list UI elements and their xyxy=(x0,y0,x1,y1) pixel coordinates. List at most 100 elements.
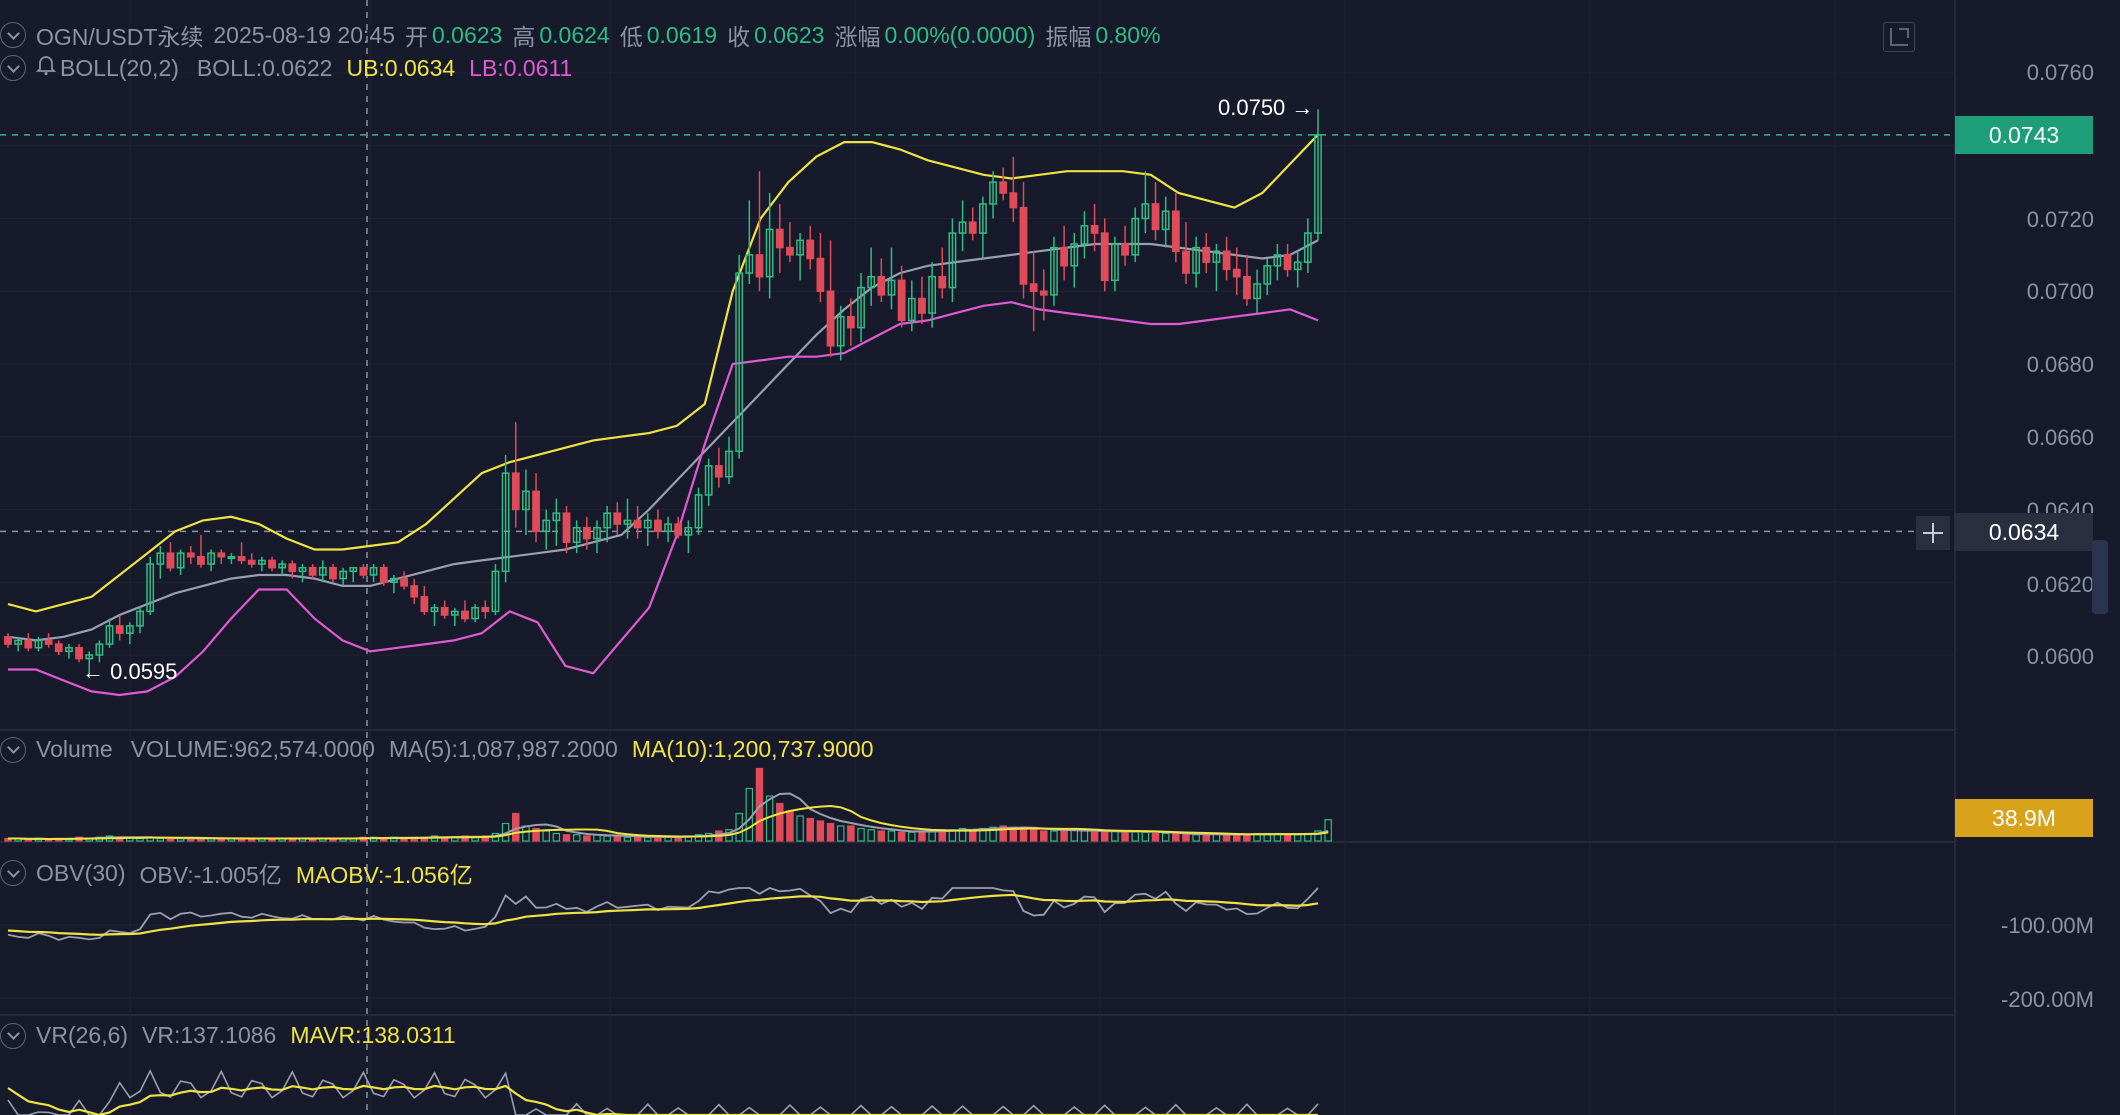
candle-body xyxy=(938,275,947,289)
candle-body xyxy=(166,552,175,569)
candle-body xyxy=(714,465,723,478)
boll-lb: LB:0.0611 xyxy=(469,54,573,81)
candle-body xyxy=(999,181,1008,194)
obv-maobv: MAOBV:-1.056亿 xyxy=(295,862,473,888)
crosshair-price-tag: 0.0634 xyxy=(1955,513,2093,551)
close-value: 0.0623 xyxy=(754,21,825,48)
volume-bar xyxy=(512,812,520,842)
candle-body xyxy=(369,566,378,576)
obv-value: OBV:-1.005亿 xyxy=(139,862,282,888)
candle-body xyxy=(958,221,967,234)
candle-body xyxy=(85,654,94,660)
volume-value: VOLUME:962,574.0000 xyxy=(130,736,375,762)
candle-body xyxy=(897,279,906,322)
volume-bar xyxy=(836,825,845,842)
volume-bar xyxy=(897,831,906,842)
candle-body xyxy=(115,625,124,634)
volume-header: Volume VOLUME:962,574.0000 MA(5):1,087,9… xyxy=(0,736,884,763)
volume-bar xyxy=(958,827,967,842)
crosshair-plus-icon[interactable] xyxy=(1916,516,1950,550)
volume-bar xyxy=(572,834,581,842)
candle-body xyxy=(867,275,876,289)
candle-body xyxy=(1232,268,1241,278)
volume-bar xyxy=(1222,834,1231,842)
candle-body xyxy=(1090,225,1099,234)
volume-bar xyxy=(633,836,642,842)
candle-body xyxy=(643,519,652,529)
candle-body xyxy=(176,552,185,569)
volume-bar xyxy=(816,820,825,842)
open-label: 开 xyxy=(405,24,428,50)
candle-body xyxy=(146,563,155,613)
candle-body xyxy=(136,610,144,627)
volume-bar xyxy=(1029,829,1038,842)
candle-body xyxy=(156,552,165,565)
candle-body xyxy=(4,636,12,645)
obv-line xyxy=(7,887,1319,941)
candle-body xyxy=(989,181,997,205)
collapse-chevron-icon[interactable] xyxy=(0,860,26,886)
candle-body xyxy=(1080,225,1089,245)
vr-header: VR(26,6) VR:137.1086 MAVR:138.0311 xyxy=(0,1022,466,1049)
candle-body xyxy=(125,625,134,634)
collapse-chevron-icon[interactable] xyxy=(0,1022,26,1049)
candle-body xyxy=(684,526,693,536)
ohlc-header: OGN/USDT永续 2025-08-19 20:45 开 0.0623 高 0.0… xyxy=(0,18,1171,52)
volume-bar xyxy=(552,832,561,842)
volume-bar xyxy=(1151,832,1160,842)
candle-body xyxy=(725,450,733,478)
volume-bar xyxy=(908,831,916,842)
boll-lower-line xyxy=(8,301,1319,697)
candle-body xyxy=(268,559,276,569)
collapse-chevron-icon[interactable] xyxy=(0,736,26,763)
candle-body xyxy=(440,606,449,616)
candle-body xyxy=(928,275,937,314)
volume-bar xyxy=(1050,830,1058,842)
candle-body xyxy=(471,606,480,620)
candle-body xyxy=(1029,283,1038,293)
candle-body xyxy=(836,315,845,347)
candle-body xyxy=(552,512,561,522)
candle-body xyxy=(1131,217,1140,256)
collapse-chevron-icon[interactable] xyxy=(0,55,26,81)
candle-body xyxy=(44,639,53,645)
candle-body xyxy=(1171,210,1180,252)
low-label: 低 xyxy=(619,24,643,50)
volume-bar xyxy=(156,837,165,842)
volume-ma5-line xyxy=(8,792,1329,840)
volume-bar xyxy=(644,836,652,842)
volume-bar xyxy=(1324,819,1332,842)
volume-bar xyxy=(745,787,754,842)
boll-header: BOLL(20,2) BOLL:0.0622 UB:0.0634 LB:0.06… xyxy=(0,54,582,82)
candle-body xyxy=(65,646,73,653)
scroll-handle[interactable] xyxy=(2092,540,2108,614)
candle-body xyxy=(389,577,398,583)
price-axis-tick: 0.0620 xyxy=(2026,572,2094,597)
collapse-chevron-icon[interactable] xyxy=(0,22,26,48)
expand-chart-icon[interactable] xyxy=(1883,22,1915,52)
volume-bar xyxy=(542,830,550,842)
volume-bar xyxy=(1243,834,1251,842)
obv-label: OBV(30) xyxy=(36,859,126,886)
amplitude-label: 振幅 xyxy=(1045,24,1092,50)
volume-bar xyxy=(1161,832,1170,842)
volume-bar xyxy=(1192,834,1200,842)
vr-line xyxy=(7,1069,1319,1115)
candle-body xyxy=(1253,283,1261,300)
price-axis-tick: 0.0720 xyxy=(2026,207,2094,232)
candle-body xyxy=(298,566,307,573)
volume-bar xyxy=(1040,830,1048,842)
bell-icon[interactable] xyxy=(35,54,57,82)
volume-bar xyxy=(735,812,743,842)
candle-body xyxy=(704,465,713,496)
candle-body xyxy=(694,494,703,529)
volume-bar xyxy=(522,825,530,842)
candle-body xyxy=(75,646,83,660)
volume-bar xyxy=(1060,829,1068,842)
volume-bar xyxy=(887,830,896,842)
symbol-label[interactable]: OGN/USDT永续 xyxy=(36,24,204,50)
candle-body xyxy=(1019,206,1028,285)
candle-body xyxy=(1243,275,1251,300)
volume-bar xyxy=(1090,831,1099,842)
